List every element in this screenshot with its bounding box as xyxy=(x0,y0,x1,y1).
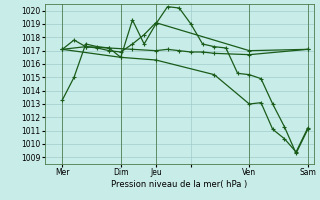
X-axis label: Pression niveau de la mer( hPa ): Pression niveau de la mer( hPa ) xyxy=(111,180,247,189)
